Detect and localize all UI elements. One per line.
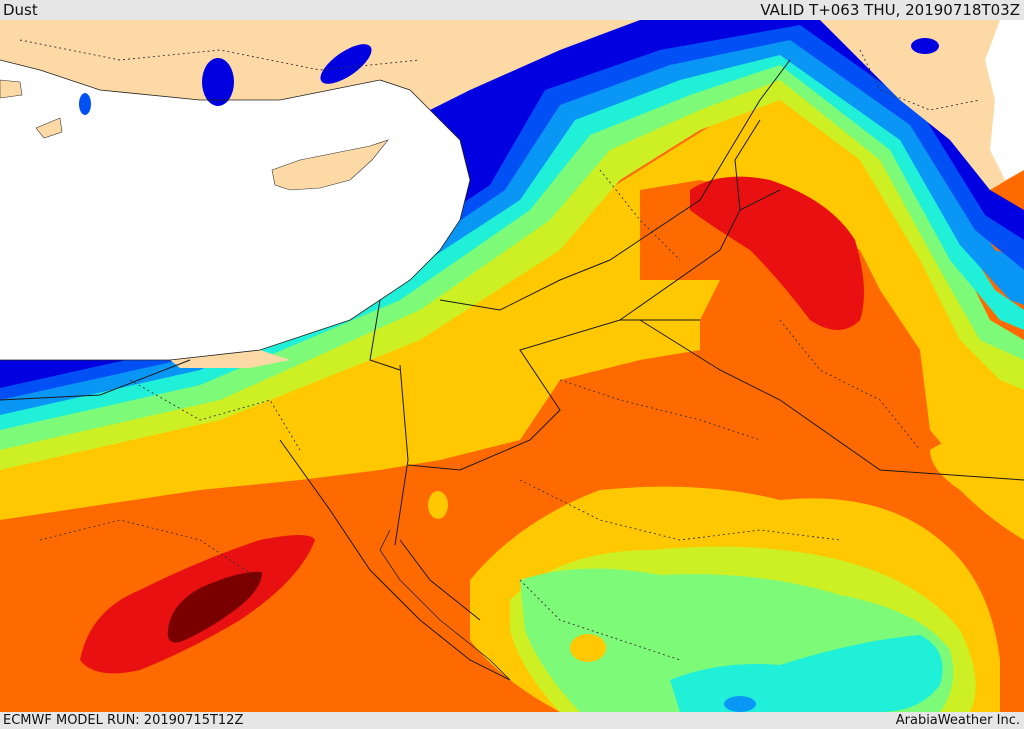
land-cyprus (271, 139, 389, 191)
dust-patch-3 (724, 696, 756, 712)
model-run-label: ECMWF MODEL RUN: 20190715T12Z (3, 713, 244, 728)
dust-level-7-east (930, 436, 1024, 540)
dust-level-9-iraq (690, 176, 864, 330)
dust-blob-north-4 (911, 38, 939, 54)
credit-label: ArabiaWeather Inc. (895, 713, 1020, 728)
caspian-sea (985, 20, 1024, 180)
land-islands (0, 79, 63, 139)
land-turkey (0, 20, 640, 110)
dust-level-10-egypt (167, 571, 262, 643)
dust-patch-1 (428, 491, 448, 519)
land-northeast (820, 20, 1024, 190)
dust-level-4-south (670, 635, 943, 712)
land-egypt-coast (170, 350, 290, 368)
coastlines (0, 59, 511, 681)
dust-blob-north-2 (320, 44, 372, 84)
header-bar: Dust VALID T+063 THU, 20190718T03Z (0, 0, 1024, 20)
country-borders (0, 59, 1024, 681)
dust-patch-2 (570, 634, 606, 662)
province-borders (19, 39, 981, 661)
valid-time-label: VALID T+063 THU, 20190718T03Z (760, 1, 1020, 19)
dust-forecast-map (0, 20, 1024, 712)
footer-bar: ECMWF MODEL RUN: 20190715T12Z ArabiaWeat… (0, 712, 1024, 729)
dust-blob-north-1 (202, 58, 234, 106)
map-title: Dust (3, 1, 38, 19)
dust-patch-4 (492, 646, 508, 662)
mediterranean-sea (0, 20, 470, 360)
dust-blob-north-3 (79, 93, 91, 115)
